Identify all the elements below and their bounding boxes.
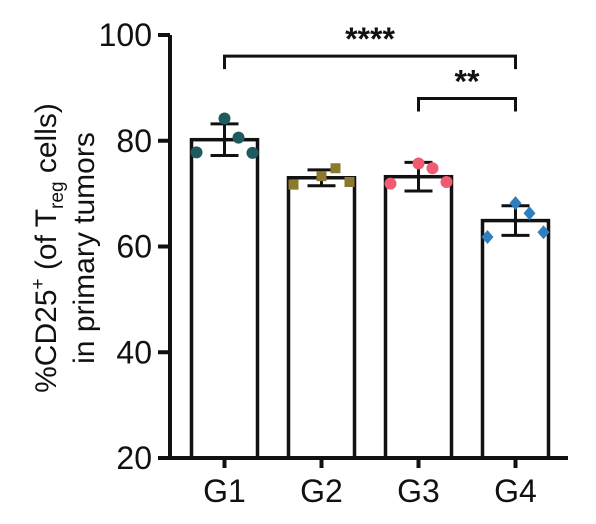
y-axis-title-line1: %CD25+ (of Treg cells) [28, 103, 68, 393]
significance-label-1: **** [345, 21, 395, 57]
x-tick-label-G3: G3 [397, 473, 440, 509]
bar-G2 [286, 176, 357, 460]
x-tick-label-G2: G2 [300, 473, 343, 509]
significance-label-2: ** [455, 63, 480, 99]
data-point-G3-4 [440, 175, 453, 188]
data-point-G4-3 [481, 229, 494, 244]
bar-G4 [480, 218, 551, 460]
data-point-G2-1 [316, 171, 327, 182]
data-point-G4-2 [523, 206, 536, 221]
data-point-G3-2 [426, 162, 439, 175]
bar-G1 [189, 137, 260, 460]
data-point-G1-1 [218, 112, 231, 125]
data-point-G2-3 [288, 179, 299, 190]
data-point-G1-3 [190, 146, 203, 159]
data-point-G1-2 [232, 131, 245, 144]
y-tick-label-60: 60 [116, 229, 152, 265]
y-tick-label-40: 40 [116, 334, 152, 370]
significance-bracket-1 [223, 54, 517, 70]
data-point-G4-1 [509, 196, 522, 211]
y-axis-title: %CD25+ (of Treg cells) in primary tumors [28, 103, 101, 393]
x-tick-label-G1: G1 [203, 473, 246, 509]
y-axis-title-line2: in primary tumors [68, 132, 101, 364]
y-tick-label-100: 100 [99, 17, 152, 53]
y-tick-label-20: 20 [116, 440, 152, 476]
data-point-G1-4 [246, 146, 259, 159]
data-point-G3-1 [412, 157, 425, 170]
data-point-G3-3 [384, 177, 397, 190]
data-point-G2-4 [344, 176, 355, 187]
data-point-G2-2 [330, 163, 341, 174]
bar-G3 [383, 174, 454, 460]
y-tick-label-80: 80 [116, 123, 152, 159]
significance-bracket-2 [417, 96, 517, 112]
data-point-G4-4 [537, 225, 550, 240]
x-tick-label-G4: G4 [494, 473, 537, 509]
